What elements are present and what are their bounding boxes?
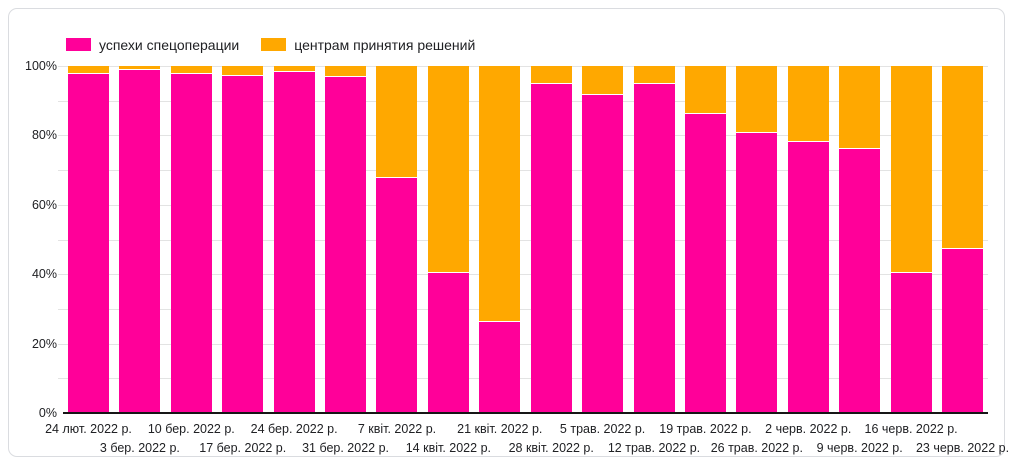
bar-segment-decision-making-centers[interactable]	[633, 66, 675, 84]
x-axis-tick-label: 7 квіт. 2022 р.	[357, 422, 437, 436]
x-axis-tick-label: 3 бер. 2022 р.	[99, 441, 180, 455]
bar-segment-decision-making-centers[interactable]	[427, 66, 469, 273]
bar[interactable]	[530, 66, 572, 413]
bar-segment-special-operation-successes[interactable]	[325, 76, 367, 413]
y-axis-tick-label: 100%	[25, 59, 57, 73]
y-axis-tick-label: 20%	[31, 336, 57, 351]
bar[interactable]	[633, 66, 675, 413]
bar-segment-special-operation-successes[interactable]	[582, 93, 624, 413]
bar-segment-decision-making-centers[interactable]	[479, 66, 521, 322]
bar-segment-decision-making-centers[interactable]	[684, 66, 726, 113]
bar-segment-decision-making-centers[interactable]	[582, 66, 624, 94]
bar-segment-special-operation-successes[interactable]	[684, 112, 726, 413]
legend-label: центрам принятия решений	[294, 36, 476, 53]
x-axis-tick-label: 17 бер. 2022 р.	[199, 441, 287, 455]
plot-area: 0% 20% 40% 60% 80% 100% 24 лют. 2022 р. 3 бер.…	[25, 59, 1009, 455]
x-axis-tick-label: 16 черв. 2022 р.	[864, 422, 958, 436]
bar-segment-decision-making-centers[interactable]	[736, 66, 778, 132]
bar-segment-special-operation-successes[interactable]	[736, 131, 778, 413]
legend-swatch-orange-icon	[261, 38, 287, 51]
gridline	[58, 308, 988, 310]
bar-segment-special-operation-successes[interactable]	[119, 69, 161, 413]
x-axis-tick-label: 19 трав. 2022 р.	[659, 422, 752, 436]
y-axis-tick-label: 40%	[31, 267, 57, 282]
gridline	[58, 378, 988, 380]
bar-segment-special-operation-successes[interactable]	[273, 71, 315, 413]
gridline	[58, 239, 988, 241]
bar[interactable]	[736, 66, 778, 413]
legend-label: успехи спецоперации	[99, 36, 240, 53]
bar[interactable]	[942, 66, 983, 413]
bar-segment-special-operation-successes[interactable]	[530, 83, 572, 413]
bar-segment-special-operation-successes[interactable]	[68, 72, 109, 413]
legend: успехи спецоперации центрам принятия реш…	[66, 36, 475, 53]
bar-segment-special-operation-successes[interactable]	[170, 72, 212, 413]
gridline	[58, 100, 988, 102]
bar[interactable]	[787, 66, 829, 413]
gridline	[58, 135, 988, 137]
bar-segment-decision-making-centers[interactable]	[890, 66, 932, 273]
bar-segment-special-operation-successes[interactable]	[376, 177, 418, 413]
x-axis-tick-label: 14 квіт. 2022 р.	[405, 441, 491, 455]
bar-segment-decision-making-centers[interactable]	[119, 66, 161, 70]
y-axis-tick-label: 80%	[31, 128, 57, 143]
bar[interactable]	[170, 66, 212, 413]
bar-segment-special-operation-successes[interactable]	[787, 140, 829, 413]
x-axis-tick-label: 12 трав. 2022 р.	[607, 441, 701, 455]
bar[interactable]	[68, 66, 109, 413]
bar[interactable]	[119, 66, 161, 413]
gridline	[58, 343, 988, 345]
bar-segment-decision-making-centers[interactable]	[222, 66, 264, 75]
y-axis-tick-label: 60%	[31, 197, 57, 212]
bar-segment-special-operation-successes[interactable]	[890, 272, 932, 413]
bar[interactable]	[273, 66, 315, 413]
bars-container	[63, 66, 988, 413]
bar-segment-decision-making-centers[interactable]	[325, 66, 367, 77]
x-axis-tick-label: 28 квіт. 2022 р.	[508, 441, 594, 455]
x-axis-tick-label: 9 черв. 2022 р.	[816, 441, 903, 455]
bar[interactable]	[890, 66, 932, 413]
bar-segment-special-operation-successes[interactable]	[222, 74, 264, 413]
gridline	[58, 274, 988, 276]
x-axis-tick-label: 26 трав. 2022 р.	[710, 441, 803, 455]
bar-segment-decision-making-centers[interactable]	[170, 66, 212, 73]
y-axis-tick-label: 0%	[38, 406, 57, 420]
bar-segment-special-operation-successes[interactable]	[942, 248, 983, 413]
bar-segment-special-operation-successes[interactable]	[839, 147, 881, 413]
x-axis-tick-label: 21 квіт. 2022 р.	[457, 422, 543, 436]
chart-card: успехи спецоперации центрам принятия реш…	[8, 8, 1009, 457]
legend-swatch-pink-icon	[66, 38, 91, 51]
bar[interactable]	[582, 66, 624, 413]
bar-segment-special-operation-successes[interactable]	[427, 272, 469, 413]
bar[interactable]	[376, 66, 418, 413]
bar[interactable]	[427, 66, 469, 413]
gridline	[58, 204, 988, 206]
gridline	[58, 66, 988, 67]
bar-segment-decision-making-centers[interactable]	[942, 66, 983, 249]
x-axis-tick-label: 10 бер. 2022 р.	[147, 422, 235, 436]
gridline	[58, 170, 988, 172]
bar-segment-decision-making-centers[interactable]	[787, 66, 829, 141]
x-axis-tick-label: 2 черв. 2022 р.	[765, 422, 852, 436]
bar-segment-decision-making-centers[interactable]	[839, 66, 881, 148]
bar[interactable]	[479, 66, 521, 413]
legend-item-special-operation-successes[interactable]: успехи спецоперации	[66, 37, 239, 53]
bar[interactable]	[684, 66, 726, 413]
bar-segment-decision-making-centers[interactable]	[376, 66, 418, 178]
x-axis-tick-label: 24 лют. 2022 р.	[45, 422, 132, 436]
bar-segment-decision-making-centers[interactable]	[68, 66, 109, 73]
x-axis-line	[63, 412, 988, 414]
bar-segment-special-operation-successes[interactable]	[633, 83, 675, 413]
legend-item-decision-making-centers[interactable]: центрам принятия решений	[261, 37, 475, 53]
x-axis-tick-label: 5 трав. 2022 р.	[559, 422, 646, 436]
x-axis-tick-label: 24 бер. 2022 р.	[250, 422, 338, 436]
bar[interactable]	[222, 66, 264, 413]
x-axis-tick-label: 31 бер. 2022 р.	[302, 441, 390, 455]
bar-segment-decision-making-centers[interactable]	[273, 66, 315, 72]
x-axis-tick-label: 23 черв. 2022 р.	[915, 441, 1010, 455]
bar-segment-special-operation-successes[interactable]	[479, 321, 521, 413]
bar[interactable]	[839, 66, 881, 413]
bar-segment-decision-making-centers[interactable]	[530, 66, 572, 84]
bar[interactable]	[325, 66, 367, 413]
